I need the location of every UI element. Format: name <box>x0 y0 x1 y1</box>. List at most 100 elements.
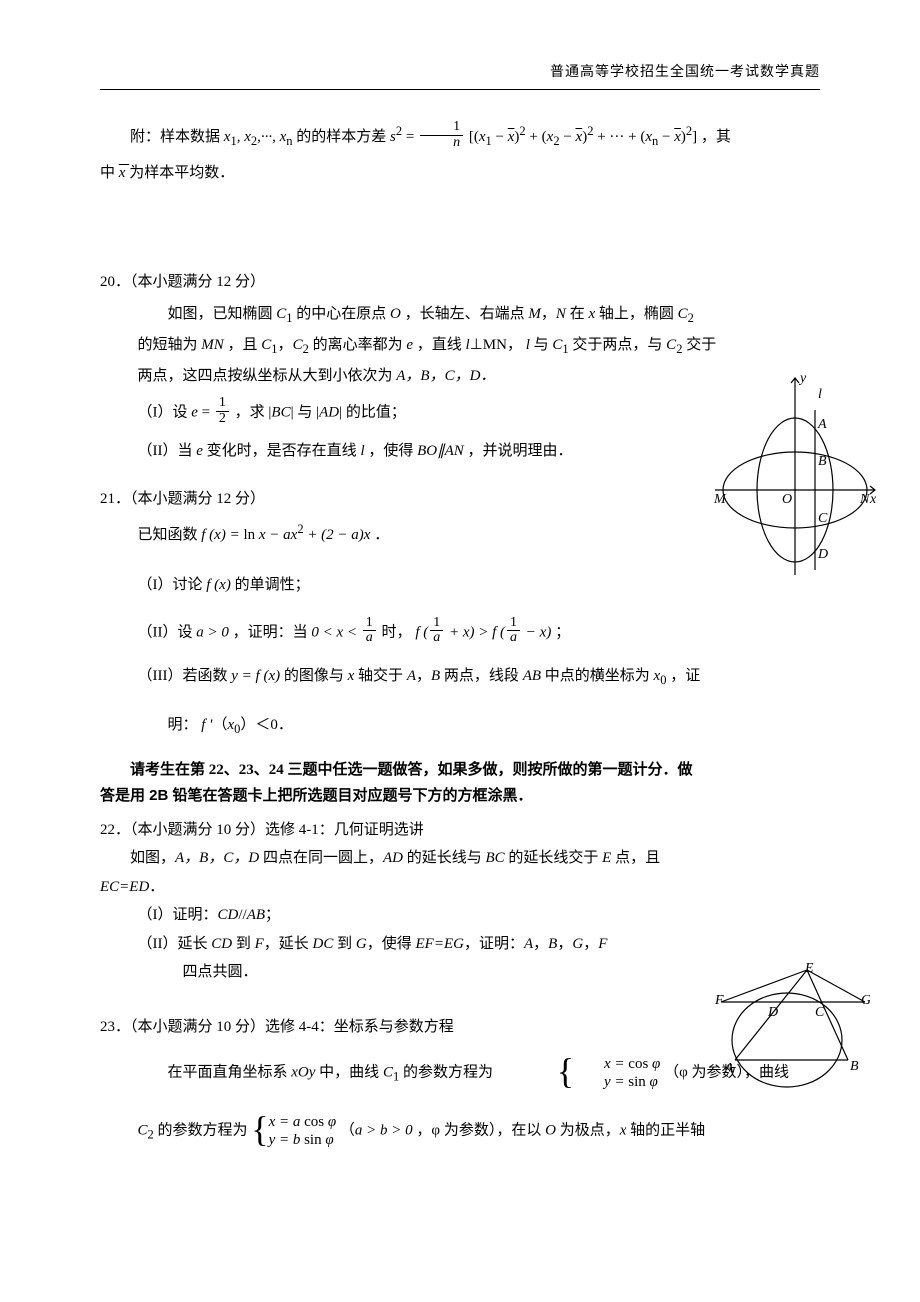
q23-t8: 为极点， <box>560 1123 620 1139</box>
appendix-line1: 附：样本数据 x1, x2,···, xn 的的样本方差 s2 = 1n [(x… <box>100 120 820 154</box>
q23-cond: a > b > 0 <box>355 1123 413 1139</box>
q23-cases1: {x = cos φy = sin φ <box>497 1055 661 1091</box>
q20-e: e <box>406 337 413 353</box>
q23-O: O <box>545 1123 556 1139</box>
q21-AB: AB <box>523 668 541 684</box>
q20-boan: BO∥AN <box>417 443 464 459</box>
q22-t2: 四点在同一圆上， <box>263 850 383 866</box>
q22-t5: 点，且 <box>615 850 660 866</box>
q20-l3: l <box>360 443 364 459</box>
q21-t1b: ． <box>374 527 389 543</box>
q23-t5: 的参数方程为 <box>158 1123 252 1139</box>
q23-x: x <box>620 1123 627 1139</box>
fig1-N: N <box>859 492 870 507</box>
q21-s2d: ； <box>555 624 570 640</box>
q20-c1c: C <box>552 337 562 353</box>
q23-t9: 轴的正半轴 <box>630 1123 705 1139</box>
q23-t7: ，φ 为参数），在以 <box>416 1123 545 1139</box>
q22-e: E <box>602 850 611 866</box>
q20-MN: MN <box>201 337 224 353</box>
q20-head: 20．（本小题满分 12 分） <box>100 268 820 297</box>
q20-e2: e <box>196 443 203 459</box>
figure-circle: E F G D C A B <box>715 962 870 1092</box>
q23-t2: 中，曲线 <box>319 1065 383 1081</box>
q21-A: A <box>407 668 416 684</box>
q20-c2b: C <box>293 337 303 353</box>
q23-score: （本小题满分 10 分）选修 4-4：坐标系与参数方程 <box>130 1019 454 1035</box>
q20-s2b: 变化时，是否存在直线 <box>207 443 361 459</box>
q22-t3: 的延长线与 <box>407 850 486 866</box>
q21-num: 21． <box>100 491 130 507</box>
fig1-O: O <box>782 492 792 507</box>
q20-score: （本小题满分 12 分） <box>130 274 265 290</box>
figure-ellipses: y x M N O A B C D l <box>710 370 880 580</box>
q20-s1a: （I）设 <box>138 405 192 421</box>
q22-sub1: （I）证明：CD//AB； <box>138 901 821 930</box>
q22-score: （本小题满分 10 分）选修 4-1：几何证明选讲 <box>130 822 424 838</box>
q22-bc: BC <box>485 850 504 866</box>
q20-t5: 轴上，椭圆 <box>599 306 678 322</box>
q23-t1: 在平面直角坐标系 <box>168 1065 292 1081</box>
q21-yfx: y = f (x) <box>231 668 280 684</box>
q21-s3f: ，证 <box>670 668 700 684</box>
q21-func: f (x) = ln x − ax2 + (2 − a)x <box>201 527 370 543</box>
q22-t4: 的延长线交于 <box>508 850 602 866</box>
q20-s1b: ，求 <box>235 405 269 421</box>
q21-s3c: 轴交于 <box>358 668 407 684</box>
appendix-mid: 的的样本方差 <box>296 129 386 145</box>
fig1-D: D <box>817 547 828 562</box>
appendix-prefix: 附：样本数据 <box>130 129 220 145</box>
appendix-after: ，其 <box>701 129 731 145</box>
q20-t3b: ， <box>541 306 556 322</box>
q23-xoy: xOy <box>291 1065 315 1081</box>
x-bar: x <box>119 165 129 181</box>
q20-ABCD: A，B，C，D． <box>396 368 495 384</box>
q22-num: 22． <box>100 822 130 838</box>
fig1-C: C <box>818 511 828 526</box>
q22-t1: 如图， <box>130 850 175 866</box>
q21-s2a: （II）设 <box>138 624 197 640</box>
q20-t7c: ， <box>278 337 293 353</box>
q20-t1: 如图，已知椭圆 <box>168 306 277 322</box>
fig2-D: D <box>767 1005 778 1020</box>
q20-s2a: （II）当 <box>138 443 197 459</box>
appendix-vars: x1, x2,···, xn <box>224 129 293 145</box>
fig1-y: y <box>798 371 807 386</box>
q20-t6: 的短轴为 <box>138 337 202 353</box>
q21-s3e: 中点的横坐标为 <box>545 668 654 684</box>
q20-t7: ，且 <box>228 337 262 353</box>
appendix-l2-prefix: 中 <box>100 165 115 181</box>
q21-sub3: （III）若函数 y = f (x) 的图像与 x 轴交于 A，B 两点，线段 … <box>138 662 821 693</box>
fig1-x: x <box>869 492 877 507</box>
q20-x: x <box>588 306 595 322</box>
q20-t8: 的离心率都为 <box>313 337 407 353</box>
fig2-F: F <box>715 993 724 1008</box>
q23-head: 23．（本小题满分 10 分）选修 4-4：坐标系与参数方程 <box>100 1013 820 1042</box>
q20-N: N <box>556 306 566 322</box>
q20-s2c: ，使得 <box>368 443 417 459</box>
fig1-A: A <box>817 417 827 432</box>
q20-t4: 在 <box>570 306 589 322</box>
fig2-C: C <box>815 1005 825 1020</box>
q21-sub2: （II）设 a > 0 ，证明：当 0 < x < 1a 时， f (1a + … <box>138 618 821 648</box>
q20-c1b: C <box>261 337 271 353</box>
fig1-B: B <box>818 454 827 469</box>
note-l2: 答是用 2B 铅笔在答题卡上把所选题目对应题号下方的方框涂黑． <box>100 787 533 804</box>
q20-t11: 交于两点，与 <box>569 337 667 353</box>
q21-score: （本小题满分 12 分） <box>130 491 265 507</box>
q21-t1: 已知函数 <box>138 527 202 543</box>
appendix-line2: 中 x 为样本平均数． <box>100 159 820 188</box>
fig1-M: M <box>713 492 727 507</box>
q23-num: 23． <box>100 1019 130 1035</box>
q20-M: M <box>528 306 541 322</box>
q20-s1d: 的比值； <box>346 405 406 421</box>
q20-s1c: 与 <box>297 405 316 421</box>
q21-s2b: ，证明：当 <box>233 624 312 640</box>
q21-x: x <box>348 668 355 684</box>
note-l1: 请考生在第 22、23、24 三题中任选一题做答，如果多做，则按所做的第一题计分… <box>130 762 693 778</box>
appendix-l2-suffix: 为样本平均数． <box>129 165 234 181</box>
q21-s2c: 时， <box>382 624 412 640</box>
q21-s3a: （III）若函数 <box>138 668 232 684</box>
q20-t3: ，长轴左、右端点 <box>405 306 529 322</box>
fig2-G: G <box>861 993 870 1008</box>
